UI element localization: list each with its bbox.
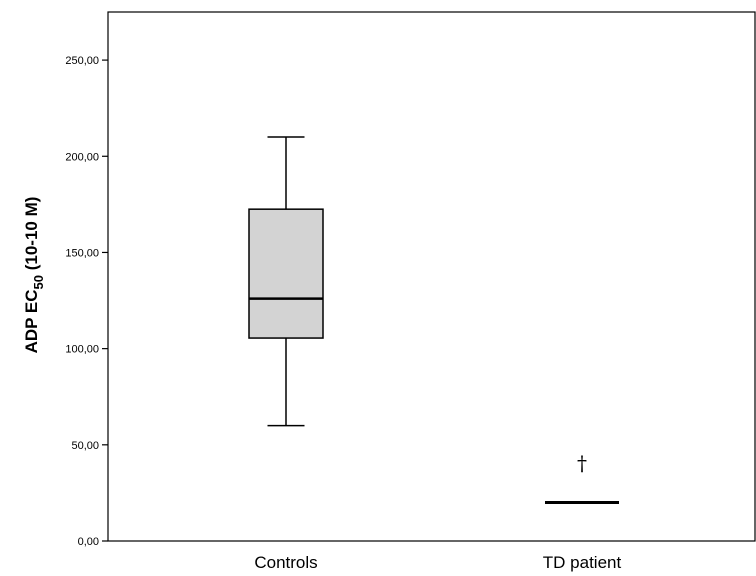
y-tick-label: 50,00 [71, 440, 99, 452]
x-category-label: Controls [254, 553, 317, 572]
y-tick-label: 0,00 [78, 536, 99, 548]
y-tick-label: 150,00 [65, 247, 99, 259]
plot-border [107, 11, 756, 542]
y-tick-label: 250,00 [65, 55, 99, 67]
y-tick-label: 100,00 [65, 344, 99, 356]
y-axis: 0,00 50,00 100,00 150,00 200,00 250,00 [65, 55, 108, 548]
x-axis-labels: Controls TD patient [254, 553, 621, 572]
y-tick-label: 200,00 [65, 151, 99, 163]
dagger-annotation: † [577, 451, 587, 475]
boxes [248, 136, 619, 505]
plot-frame [107, 11, 756, 542]
iqr-box [248, 208, 324, 339]
annotations: † [577, 451, 587, 475]
x-category-label: TD patient [543, 553, 622, 572]
y-axis-label: ADP EC50 (10-10 M) [22, 197, 46, 354]
